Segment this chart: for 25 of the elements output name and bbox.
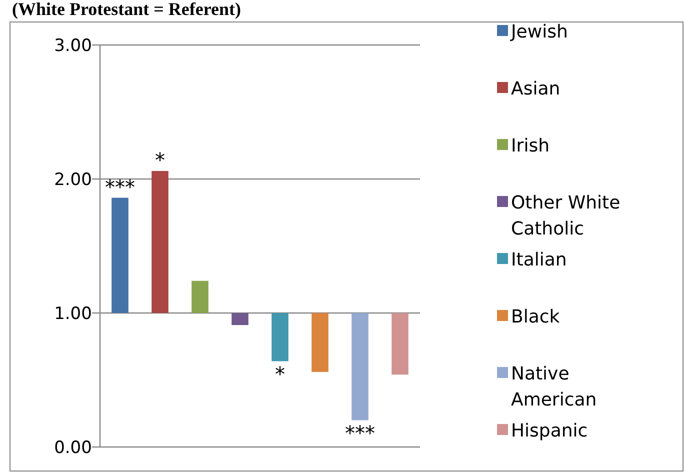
bar xyxy=(352,313,368,420)
legend-label: Hispanic xyxy=(511,420,588,442)
legend-label: Irish xyxy=(511,135,550,156)
y-tick-label: 0.00 xyxy=(54,438,92,458)
legend-label: Native American xyxy=(511,363,597,410)
bar xyxy=(232,313,248,326)
legend-label: Jewish xyxy=(510,21,568,42)
legend-label: Italian xyxy=(511,249,567,270)
annotation: *** xyxy=(345,421,375,446)
bar xyxy=(392,313,408,375)
bar xyxy=(152,170,168,313)
legend-label: Asian xyxy=(511,78,560,100)
bar xyxy=(272,313,288,362)
legend-label: Other White Catholic xyxy=(511,192,620,240)
bar xyxy=(312,313,328,372)
bar xyxy=(112,198,128,313)
annotation: * xyxy=(155,148,165,172)
y-tick-label: 1.00 xyxy=(54,304,92,324)
chart-title: (White Protestant = Referent) xyxy=(12,0,242,19)
annotation: * xyxy=(275,362,285,386)
annotation: *** xyxy=(105,174,135,199)
y-tick-label: 2.00 xyxy=(54,170,92,190)
bar xyxy=(192,280,208,313)
y-tick-label: 3.00 xyxy=(54,36,92,56)
legend-label: Black xyxy=(511,306,560,328)
